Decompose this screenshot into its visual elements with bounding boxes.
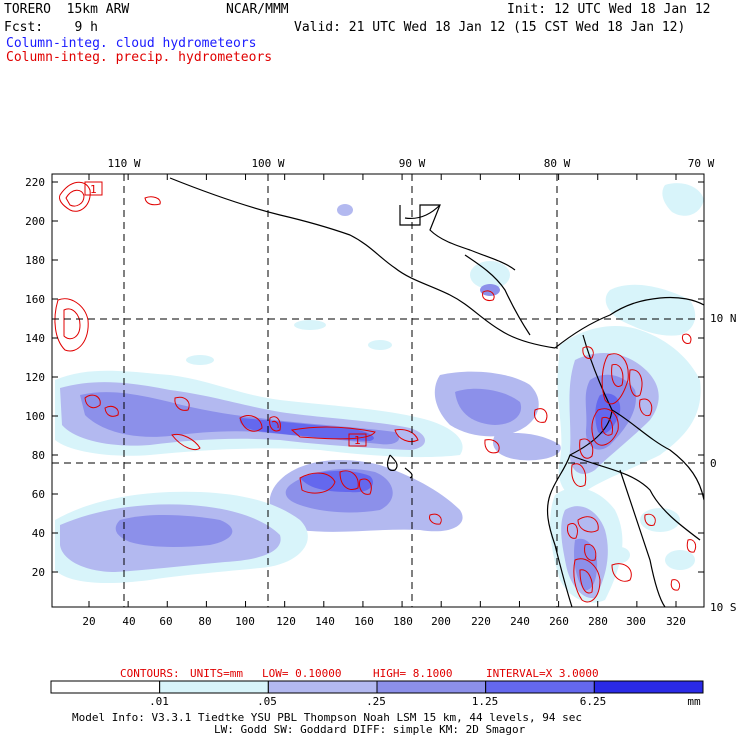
x-tick-labels: 20 40 60 80 100 120 140 160 180 200 220 … bbox=[82, 615, 686, 628]
x-tick-label: 260 bbox=[549, 615, 569, 628]
lat-label: 10 S bbox=[710, 601, 737, 614]
longitude-labels: 110 W 100 W 90 W 80 W 70 W bbox=[107, 157, 714, 170]
svg-text:1: 1 bbox=[354, 434, 361, 447]
svg-text:UNITS=mm: UNITS=mm bbox=[190, 667, 243, 680]
color-legend bbox=[50, 680, 704, 694]
field-cloud-title: Column-integ. cloud hydrometeors bbox=[6, 36, 257, 51]
x-tick-label: 220 bbox=[471, 615, 491, 628]
model-info-line1: Model Info: V3.3.1 Tiedtke YSU PBL Thomp… bbox=[72, 711, 582, 724]
x-tick-label: 100 bbox=[235, 615, 255, 628]
y-tick-label: 120 bbox=[25, 371, 45, 384]
forecast-hour: Fcst: 9 h bbox=[4, 20, 98, 35]
lon-label: 110 W bbox=[107, 157, 140, 170]
x-tick-label: 40 bbox=[122, 615, 135, 628]
y-tick-label: 40 bbox=[32, 527, 45, 540]
legend-labels: .01 .05 .25 1.25 6.25 mm bbox=[149, 695, 701, 708]
y-tick-label: 200 bbox=[25, 215, 45, 228]
latlon-grid bbox=[52, 174, 704, 607]
legend-swatch bbox=[593, 680, 704, 694]
model-title: TORERO 15km ARW bbox=[4, 2, 130, 17]
station-boxes: 1 1 bbox=[84, 181, 367, 447]
y-tick-label: 220 bbox=[25, 176, 45, 189]
x-tick-label: 300 bbox=[626, 615, 646, 628]
legend-label: 6.25 bbox=[580, 695, 607, 708]
init-time: Init: 12 UTC Wed 18 Jan 12 bbox=[507, 2, 711, 17]
legend-swatch bbox=[50, 680, 161, 694]
legend-label: .01 bbox=[149, 695, 169, 708]
y-tick-label: 80 bbox=[32, 449, 45, 462]
y-tick-marks bbox=[52, 181, 704, 573]
precip-contours bbox=[54, 181, 697, 603]
legend-swatch bbox=[267, 680, 378, 694]
y-tick-label: 180 bbox=[25, 254, 45, 267]
x-tick-label: 180 bbox=[393, 615, 413, 628]
x-tick-label: 120 bbox=[276, 615, 296, 628]
x-tick-label: 320 bbox=[666, 615, 686, 628]
legend-swatch bbox=[376, 680, 487, 694]
x-tick-marks bbox=[88, 174, 677, 607]
legend-unit: mm bbox=[687, 695, 701, 708]
cloud-field-shading bbox=[55, 183, 704, 603]
y-tick-label: 20 bbox=[32, 566, 45, 579]
y-tick-labels: 20 40 60 80 100 120 140 160 180 200 220 bbox=[25, 176, 45, 579]
x-tick-label: 280 bbox=[588, 615, 608, 628]
svg-text:INTERVAL=X 3.0000: INTERVAL=X 3.0000 bbox=[486, 667, 599, 680]
x-tick-label: 80 bbox=[198, 615, 211, 628]
plot-frame bbox=[51, 173, 705, 608]
contour-info: CONTOURS: UNITS=mm LOW= 0.10000 HIGH= 8.… bbox=[120, 667, 599, 680]
x-tick-label: 140 bbox=[315, 615, 335, 628]
legend-label: .05 bbox=[257, 695, 277, 708]
lon-label: 80 W bbox=[544, 157, 571, 170]
lon-label: 100 W bbox=[251, 157, 284, 170]
latitude-labels: 10 N 0 10 S bbox=[710, 312, 737, 614]
x-tick-label: 200 bbox=[431, 615, 451, 628]
lon-label: 70 W bbox=[688, 157, 715, 170]
y-tick-label: 140 bbox=[25, 332, 45, 345]
coastline-borders bbox=[169, 177, 704, 607]
svg-text:CONTOURS:: CONTOURS: bbox=[120, 667, 180, 680]
legend-swatch bbox=[159, 680, 269, 694]
y-tick-label: 100 bbox=[25, 410, 45, 423]
field-precip-title: Column-integ. precip. hydrometeors bbox=[6, 50, 273, 65]
svg-text:HIGH= 8.1000: HIGH= 8.1000 bbox=[373, 667, 452, 680]
legend-label: .25 bbox=[366, 695, 386, 708]
lon-label: 90 W bbox=[399, 157, 426, 170]
x-tick-label: 160 bbox=[354, 615, 374, 628]
legend-label: 1.25 bbox=[472, 695, 499, 708]
valid-time: Valid: 21 UTC Wed 18 Jan 12 (15 CST Wed … bbox=[294, 20, 686, 35]
x-tick-label: 60 bbox=[159, 615, 172, 628]
legend-swatch bbox=[485, 680, 595, 694]
model-info-line2: LW: Godd SW: Goddard DIFF: simple KM: 2D… bbox=[214, 723, 526, 736]
svg-text:1: 1 bbox=[90, 183, 97, 196]
svg-text:LOW= 0.10000: LOW= 0.10000 bbox=[262, 667, 341, 680]
y-tick-label: 60 bbox=[32, 488, 45, 501]
lat-label: 0 bbox=[710, 457, 717, 470]
x-tick-label: 20 bbox=[82, 615, 95, 628]
center-label: NCAR/MMM bbox=[226, 2, 289, 17]
y-tick-label: 160 bbox=[25, 293, 45, 306]
x-tick-label: 240 bbox=[510, 615, 530, 628]
lat-label: 10 N bbox=[710, 312, 737, 325]
